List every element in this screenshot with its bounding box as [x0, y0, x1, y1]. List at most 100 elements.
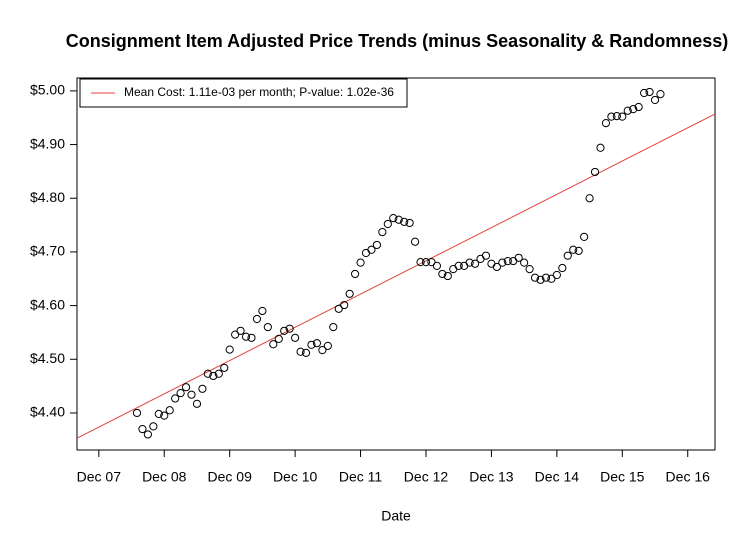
data-point	[187, 390, 196, 399]
data-point	[203, 369, 212, 378]
data-point	[198, 384, 207, 393]
data-point	[596, 143, 605, 152]
data-point	[536, 275, 545, 284]
data-point	[367, 245, 376, 254]
data-point	[410, 237, 420, 246]
y-tick-label: $4.50	[30, 350, 65, 366]
data-point	[465, 258, 474, 267]
data-point	[449, 264, 458, 274]
data-point	[361, 248, 371, 258]
data-point	[558, 263, 567, 273]
data-point	[470, 259, 480, 268]
data-point	[285, 324, 294, 333]
data-point	[427, 258, 436, 267]
data-point	[149, 422, 158, 431]
data-point	[634, 102, 643, 112]
legend-box	[79, 78, 408, 108]
data-point	[340, 300, 349, 310]
data-point	[291, 333, 300, 342]
data-point	[252, 314, 262, 324]
data-point	[547, 274, 556, 283]
data-point	[258, 306, 267, 316]
data-point	[192, 399, 202, 408]
data-point	[541, 273, 551, 282]
x-tick-label: Dec 09	[208, 469, 253, 485]
data-point	[143, 430, 152, 439]
data-point	[443, 271, 452, 281]
x-tick-label: Dec 14	[535, 469, 580, 485]
data-point	[329, 322, 338, 332]
data-point	[231, 330, 240, 339]
data-point	[623, 106, 632, 115]
data-point	[160, 411, 169, 420]
legend-text: Mean Cost: 1.11e-03 per month; P-value: …	[124, 85, 394, 99]
data-point	[481, 251, 491, 260]
plot-frame	[76, 77, 716, 451]
data-point	[509, 256, 518, 266]
data-point	[552, 270, 561, 280]
data-point	[318, 346, 327, 355]
data-point	[269, 340, 278, 349]
data-point	[345, 289, 354, 298]
x-tick-label: Dec 10	[273, 469, 318, 485]
x-tick-label: Dec 16	[666, 469, 711, 485]
legend: Mean Cost: 1.11e-03 per month; P-value: …	[79, 78, 408, 108]
data-point	[645, 87, 654, 97]
data-point	[530, 273, 540, 282]
data-point	[498, 258, 507, 267]
data-point	[612, 112, 621, 121]
data-point	[383, 219, 392, 229]
data-point	[356, 258, 365, 267]
data-point	[154, 409, 163, 419]
data-point	[640, 88, 649, 98]
data-point	[476, 254, 485, 264]
data-point	[280, 326, 289, 335]
data-point	[492, 262, 501, 272]
data-point	[650, 95, 660, 105]
data-point	[421, 258, 431, 267]
data-point	[274, 334, 283, 343]
data-point	[138, 424, 147, 434]
data-point	[236, 326, 245, 335]
x-axis-label: Date	[381, 508, 411, 524]
y-tick-label: $4.90	[30, 135, 65, 151]
data-point	[312, 339, 322, 348]
data-point	[487, 259, 496, 268]
data-point	[656, 90, 665, 99]
y-tick-label: $4.40	[30, 404, 65, 420]
y-tick-label: $4.60	[30, 296, 65, 312]
data-point	[241, 332, 251, 341]
x-tick-label: Dec 11	[339, 469, 383, 485]
chart-title: Consignment Item Adjusted Price Trends (…	[66, 31, 728, 51]
data-point	[296, 347, 305, 356]
data-point	[460, 261, 469, 270]
data-point	[454, 261, 463, 270]
data-point	[181, 383, 191, 392]
data-point	[629, 105, 638, 114]
data-point	[520, 258, 529, 267]
data-point	[176, 388, 185, 398]
data-point	[432, 261, 441, 270]
data-point	[580, 232, 589, 241]
y-tick-label: $4.80	[30, 189, 65, 205]
data-point	[132, 408, 142, 418]
data-point	[525, 264, 534, 274]
data-point	[569, 245, 578, 254]
x-tick-label: Dec 13	[469, 469, 514, 485]
data-point	[503, 256, 512, 266]
y-tick-label: $5.00	[30, 82, 65, 98]
data-point	[307, 340, 316, 349]
data-point	[400, 217, 409, 226]
data-point	[171, 394, 180, 403]
data-point	[394, 215, 403, 224]
data-point	[165, 406, 174, 415]
x-tick-label: Dec 12	[404, 469, 449, 485]
data-point	[301, 348, 311, 357]
data-point	[405, 218, 414, 228]
data-point	[209, 371, 218, 381]
data-point	[372, 240, 382, 250]
data-point	[514, 253, 523, 262]
data-point	[220, 363, 229, 372]
y-tick-label: $4.70	[30, 243, 65, 259]
